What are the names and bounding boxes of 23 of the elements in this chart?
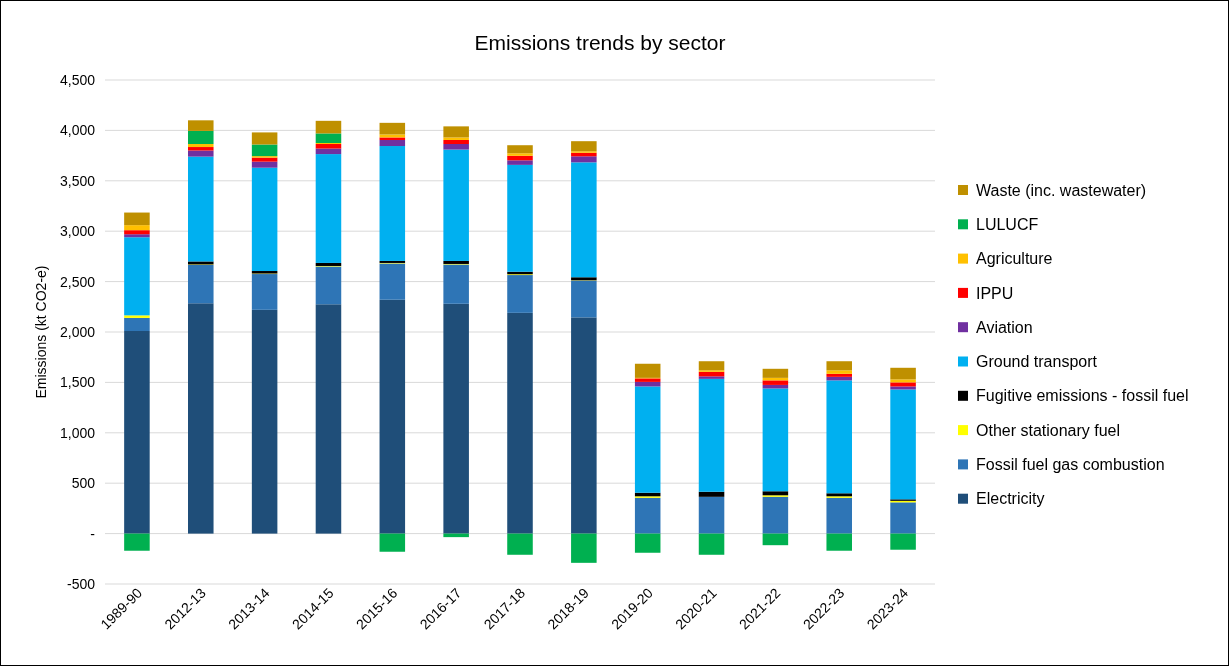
chart-title: Emissions trends by sector bbox=[474, 31, 726, 54]
y-tick-label: 2,000 bbox=[59, 323, 96, 340]
legend-label: IPPU bbox=[976, 284, 1014, 302]
legend-label: Agriculture bbox=[976, 250, 1053, 268]
y-tick-label: 4,000 bbox=[59, 122, 96, 139]
y-tick-label: 3,500 bbox=[59, 172, 96, 189]
y-tick-label: 2,500 bbox=[59, 273, 96, 290]
y-tick-label: 1,500 bbox=[59, 374, 96, 391]
y-tick-label: 4,500 bbox=[59, 71, 96, 88]
legend-label: Ground transport bbox=[976, 353, 1098, 371]
y-tick-label: 500 bbox=[71, 475, 96, 492]
y-axis-title: Emissions (kt CO2-e) bbox=[33, 265, 49, 399]
legend-label: Electricity bbox=[976, 490, 1045, 508]
y-tick-label: 1,000 bbox=[59, 424, 96, 441]
y-tick-label: 3,000 bbox=[59, 223, 96, 240]
legend-label: Other stationary fuel bbox=[976, 421, 1121, 439]
legend-label: Aviation bbox=[976, 318, 1033, 336]
legend-label: Fossil fuel gas combustion bbox=[976, 456, 1165, 473]
legend-label: LULUCF bbox=[976, 215, 1039, 233]
y-tick-label: - bbox=[90, 525, 96, 542]
legend-label: Waste (inc. wastewater) bbox=[976, 181, 1147, 199]
legend-label: Fugitive emissions - fossil fuel bbox=[976, 387, 1189, 405]
y-tick-label: -500 bbox=[66, 575, 96, 592]
